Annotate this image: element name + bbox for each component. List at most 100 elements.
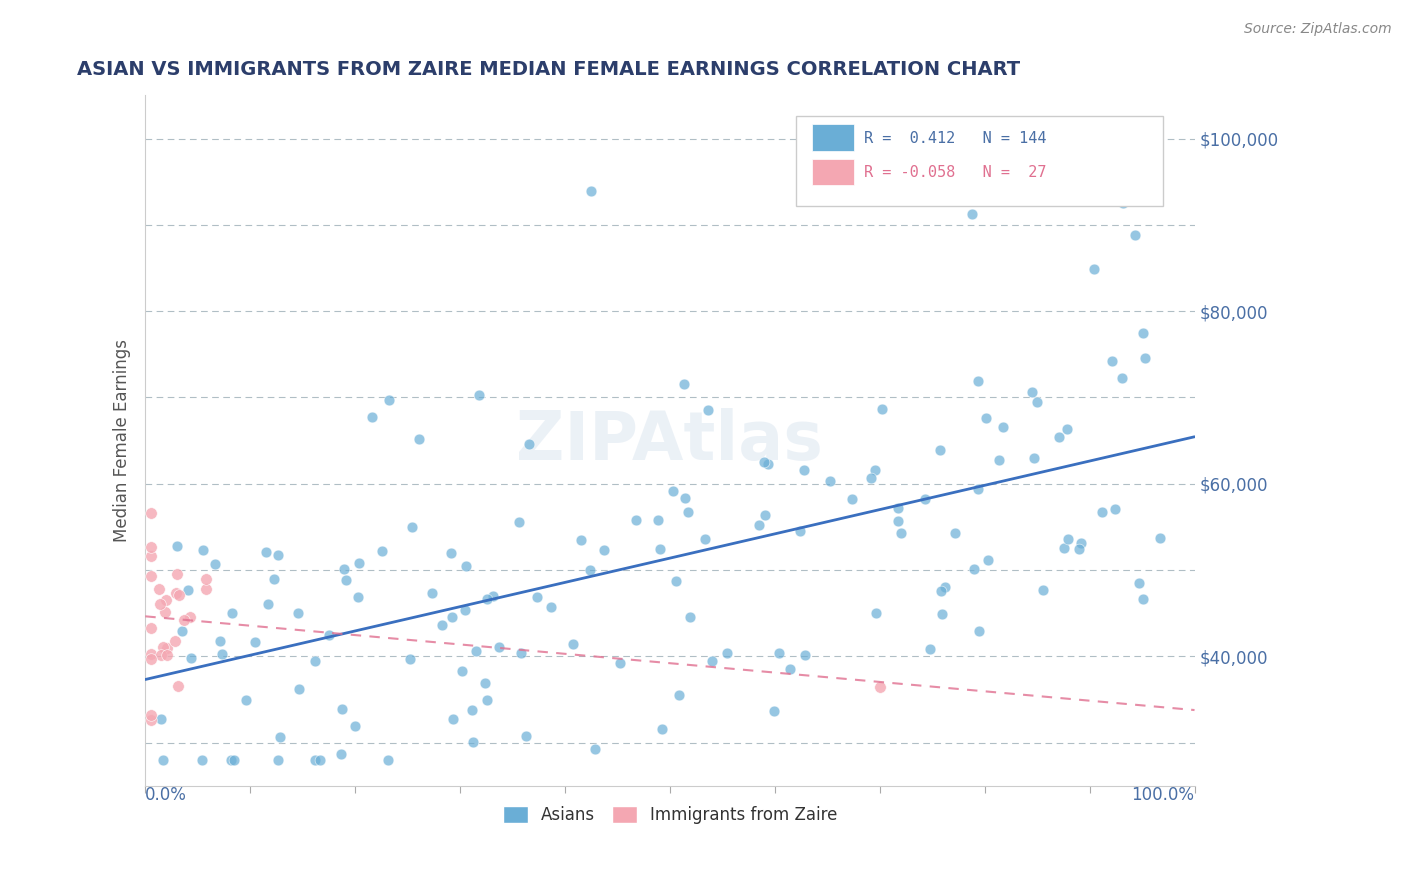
Point bbox=[191, 542, 214, 557]
Point bbox=[165, 634, 187, 648]
Point bbox=[155, 593, 177, 607]
Point bbox=[149, 597, 172, 611]
Point bbox=[254, 545, 277, 559]
Point bbox=[245, 634, 267, 648]
Point bbox=[180, 651, 202, 665]
Point bbox=[963, 562, 986, 576]
Point bbox=[716, 646, 738, 660]
Point bbox=[166, 679, 188, 693]
Point bbox=[475, 692, 498, 706]
Bar bbox=[811, 159, 853, 186]
Point bbox=[440, 546, 463, 560]
Point bbox=[420, 586, 443, 600]
Point bbox=[754, 508, 776, 523]
Point bbox=[347, 556, 370, 570]
Point bbox=[156, 648, 179, 663]
Point bbox=[929, 442, 952, 457]
Point bbox=[139, 707, 162, 722]
Point bbox=[221, 607, 243, 621]
Point bbox=[304, 753, 326, 767]
Point bbox=[177, 583, 200, 598]
Point bbox=[929, 583, 952, 598]
Point bbox=[702, 654, 724, 668]
Point bbox=[974, 411, 997, 425]
Point bbox=[693, 532, 716, 546]
Point bbox=[1091, 505, 1114, 519]
Point bbox=[347, 590, 370, 604]
Point bbox=[166, 566, 188, 581]
Point bbox=[167, 588, 190, 602]
Point bbox=[508, 515, 530, 529]
Point bbox=[988, 453, 1011, 467]
Point bbox=[1056, 533, 1078, 547]
Point bbox=[464, 643, 486, 657]
Point bbox=[1047, 430, 1070, 444]
Point bbox=[673, 491, 696, 506]
Point bbox=[934, 580, 956, 594]
Point bbox=[609, 657, 631, 671]
Point bbox=[488, 640, 510, 654]
Point bbox=[818, 475, 841, 489]
Point bbox=[441, 712, 464, 726]
Point bbox=[763, 704, 786, 718]
Point bbox=[665, 574, 688, 588]
Point bbox=[269, 730, 291, 744]
Point bbox=[1132, 326, 1154, 341]
Point bbox=[170, 624, 193, 639]
Point bbox=[165, 586, 187, 600]
Point bbox=[648, 541, 671, 556]
Point bbox=[841, 492, 863, 507]
Point bbox=[1101, 354, 1123, 368]
Text: ASIAN VS IMMIGRANTS FROM ZAIRE MEDIAN FEMALE EARNINGS CORRELATION CHART: ASIAN VS IMMIGRANTS FROM ZAIRE MEDIAN FE… bbox=[77, 60, 1021, 78]
Point bbox=[1149, 531, 1171, 545]
Point bbox=[195, 572, 218, 586]
Point bbox=[152, 753, 174, 767]
Point bbox=[1132, 591, 1154, 606]
Point bbox=[967, 374, 990, 388]
Point bbox=[1112, 196, 1135, 211]
Point bbox=[967, 624, 990, 638]
Point bbox=[870, 401, 893, 416]
Point bbox=[155, 640, 177, 655]
Point bbox=[792, 462, 814, 476]
Point bbox=[335, 573, 357, 587]
Point bbox=[863, 463, 886, 477]
Point bbox=[256, 597, 278, 611]
Point bbox=[1053, 541, 1076, 556]
Point bbox=[1024, 450, 1046, 465]
Point bbox=[139, 713, 162, 727]
Point bbox=[1123, 228, 1146, 243]
Point bbox=[191, 753, 214, 767]
Point bbox=[333, 562, 356, 576]
Point bbox=[583, 742, 606, 756]
Point bbox=[943, 526, 966, 541]
Point bbox=[139, 647, 162, 661]
Point bbox=[329, 747, 352, 761]
Point bbox=[211, 647, 233, 661]
Point bbox=[779, 662, 801, 676]
Point bbox=[318, 628, 340, 642]
Point bbox=[1070, 535, 1092, 549]
Point bbox=[676, 505, 699, 519]
Point bbox=[430, 618, 453, 632]
Point bbox=[960, 207, 983, 221]
Point bbox=[1128, 575, 1150, 590]
Point bbox=[672, 376, 695, 391]
Point bbox=[754, 455, 776, 469]
Point bbox=[920, 641, 942, 656]
Point bbox=[150, 712, 173, 726]
Point bbox=[398, 652, 420, 666]
FancyBboxPatch shape bbox=[796, 116, 1163, 206]
Point bbox=[287, 606, 309, 620]
Point bbox=[454, 603, 477, 617]
Point bbox=[441, 609, 464, 624]
Point bbox=[209, 634, 232, 648]
Point bbox=[1021, 385, 1043, 400]
Point bbox=[288, 681, 311, 696]
Point bbox=[869, 680, 891, 694]
Point bbox=[475, 592, 498, 607]
Point bbox=[377, 753, 399, 767]
Point bbox=[679, 610, 702, 624]
Point bbox=[662, 483, 685, 498]
Point bbox=[526, 590, 548, 604]
